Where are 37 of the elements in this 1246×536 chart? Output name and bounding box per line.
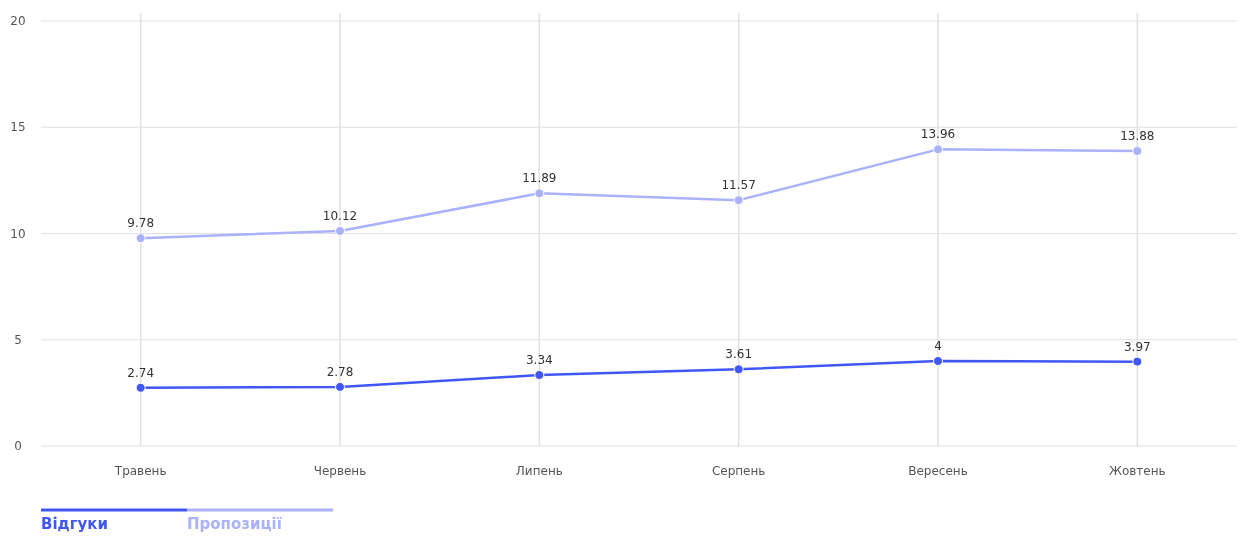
data-label: 2.78 (326, 364, 354, 379)
data-label: 13.88 (1120, 129, 1155, 144)
x-tick-label: Вересень (908, 464, 968, 478)
point (933, 144, 943, 155)
x-tick-label: Травень (113, 464, 167, 478)
point (1132, 146, 1143, 157)
data-label: 4 (934, 339, 942, 353)
data-label: 13.96 (920, 127, 956, 142)
y-tick-label: 5 (14, 332, 22, 347)
x-tick-label: Липень (515, 464, 563, 478)
point (335, 381, 345, 392)
y-tick-label: 10 (10, 226, 26, 241)
data-label: 3.34 (525, 353, 553, 368)
point (534, 370, 545, 381)
point (335, 225, 345, 236)
point (933, 356, 943, 366)
data-label: 10.12 (322, 208, 358, 223)
point (1132, 356, 1143, 367)
data-label: 9.78 (127, 216, 155, 231)
y-tick-label: 0 (14, 439, 22, 453)
data-label: 3.97 (1123, 339, 1151, 354)
text: Пропозиції (187, 515, 282, 533)
point (135, 382, 146, 393)
y-tick-label: 15 (10, 120, 26, 135)
point (733, 364, 744, 375)
x-tick-label: Жовтень (1109, 464, 1166, 478)
x-tick-label: Червень (313, 464, 367, 478)
point (534, 188, 545, 199)
data-label: 11.89 (522, 171, 557, 186)
data-label: 3.61 (725, 347, 753, 362)
point (135, 233, 146, 244)
text: Відгуки (41, 515, 108, 533)
data-label: 11.57 (721, 178, 756, 193)
point (733, 195, 744, 206)
y-tick-label: 20 (10, 14, 26, 28)
x-tick-label: Серпень (711, 464, 766, 478)
data-label: 2.74 (127, 365, 155, 380)
